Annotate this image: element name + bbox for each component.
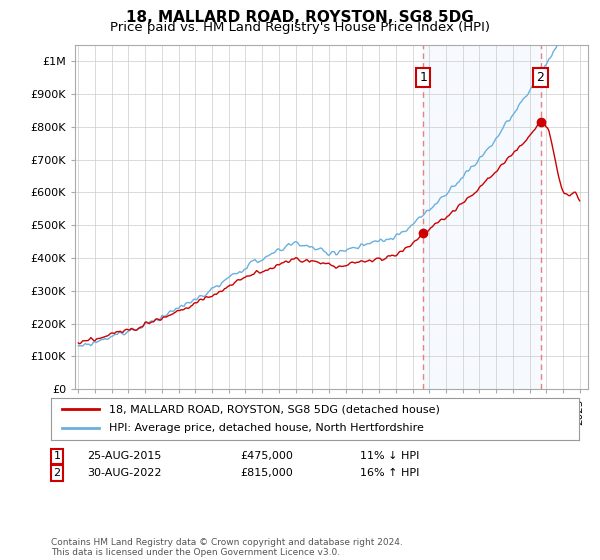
Text: 1: 1: [53, 451, 61, 461]
Text: 16% ↑ HPI: 16% ↑ HPI: [360, 468, 419, 478]
Bar: [423, 45, 541, 389]
Text: 18, MALLARD ROAD, ROYSTON, SG8 5DG (detached house): 18, MALLARD ROAD, ROYSTON, SG8 5DG (deta…: [109, 404, 440, 414]
Text: £815,000: £815,000: [240, 468, 293, 478]
Text: £475,000: £475,000: [240, 451, 293, 461]
Text: 18, MALLARD ROAD, ROYSTON, SG8 5DG: 18, MALLARD ROAD, ROYSTON, SG8 5DG: [126, 10, 474, 25]
Text: Price paid vs. HM Land Registry's House Price Index (HPI): Price paid vs. HM Land Registry's House …: [110, 21, 490, 34]
Text: Contains HM Land Registry data © Crown copyright and database right 2024.
This d: Contains HM Land Registry data © Crown c…: [51, 538, 403, 557]
Text: HPI: Average price, detached house, North Hertfordshire: HPI: Average price, detached house, Nort…: [109, 423, 424, 433]
Text: 11% ↓ HPI: 11% ↓ HPI: [360, 451, 419, 461]
Text: 2: 2: [536, 71, 544, 84]
Text: 1: 1: [419, 71, 427, 84]
Text: 2: 2: [53, 468, 61, 478]
Text: 25-AUG-2015: 25-AUG-2015: [87, 451, 161, 461]
Text: 30-AUG-2022: 30-AUG-2022: [87, 468, 161, 478]
